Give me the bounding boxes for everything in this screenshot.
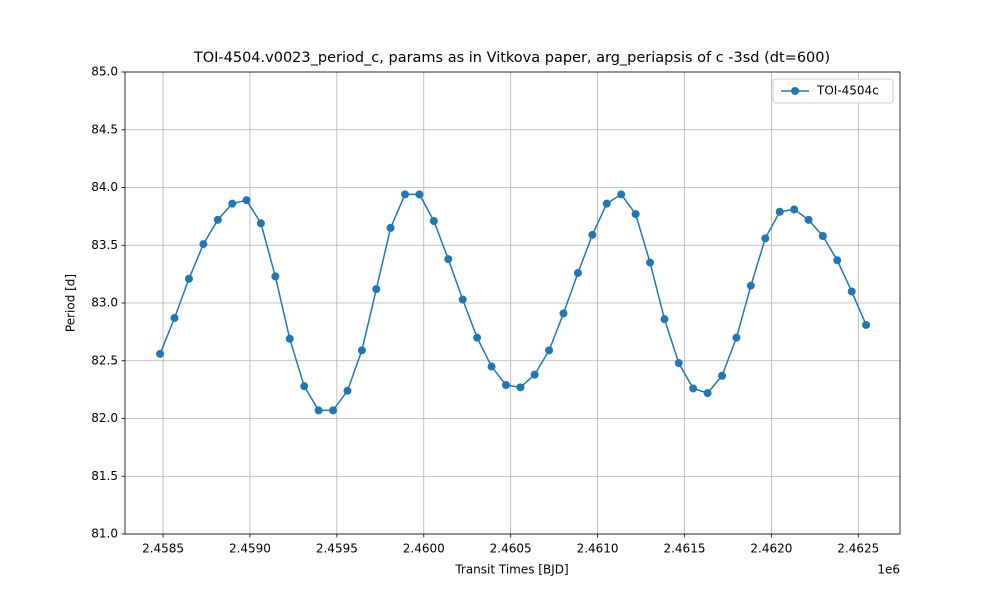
data-point bbox=[761, 234, 770, 243]
x-tick-label: 2.4625 bbox=[837, 542, 879, 556]
data-point bbox=[516, 383, 525, 392]
data-point bbox=[156, 349, 165, 358]
data-point bbox=[746, 281, 755, 290]
data-point bbox=[530, 370, 539, 379]
x-offset-label: 1e6 bbox=[877, 563, 900, 577]
y-tick-label: 82.5 bbox=[91, 353, 118, 367]
x-tick-label: 2.4610 bbox=[577, 542, 619, 556]
data-point bbox=[775, 207, 784, 216]
data-point bbox=[487, 362, 496, 371]
y-tick-label: 84.0 bbox=[91, 180, 118, 194]
data-point bbox=[804, 215, 813, 224]
x-tick-label: 2.4585 bbox=[142, 542, 184, 556]
x-tick-label: 2.4605 bbox=[490, 542, 532, 556]
data-point bbox=[343, 386, 352, 395]
data-point bbox=[703, 389, 712, 398]
data-point bbox=[732, 333, 741, 342]
data-point bbox=[588, 230, 597, 239]
legend-marker bbox=[791, 87, 799, 95]
data-point bbox=[444, 255, 453, 264]
data-point bbox=[300, 382, 309, 391]
data-point bbox=[573, 268, 582, 277]
data-point bbox=[372, 285, 381, 294]
x-tick-label: 2.4600 bbox=[403, 542, 445, 556]
data-point bbox=[242, 196, 251, 205]
data-point bbox=[617, 190, 626, 199]
data-point bbox=[818, 232, 827, 241]
data-point bbox=[646, 258, 655, 267]
x-axis-label: Transit Times [BJD] bbox=[454, 563, 568, 577]
legend-label: TOI-4504c bbox=[816, 84, 879, 98]
data-point bbox=[862, 320, 871, 329]
data-point bbox=[631, 210, 640, 219]
data-point bbox=[718, 371, 727, 380]
data-point bbox=[357, 346, 366, 355]
data-point bbox=[501, 381, 510, 390]
plot-frame bbox=[124, 71, 901, 535]
data-point bbox=[386, 223, 395, 232]
chart-title: TOI-4504.v0023_period_c, params as in Vi… bbox=[193, 50, 830, 66]
data-point bbox=[545, 346, 554, 355]
y-tick-label: 83.0 bbox=[91, 296, 118, 310]
data-point bbox=[689, 384, 698, 393]
x-tick-label: 2.4595 bbox=[316, 542, 358, 556]
data-point bbox=[184, 274, 193, 283]
data-point bbox=[170, 314, 179, 323]
x-tick-label: 2.4620 bbox=[750, 542, 792, 556]
legend-box bbox=[772, 78, 894, 104]
data-point bbox=[833, 256, 842, 265]
data-point bbox=[228, 199, 237, 208]
data-point bbox=[314, 406, 323, 415]
data-point bbox=[473, 333, 482, 342]
data-point bbox=[271, 272, 280, 281]
data-point bbox=[602, 199, 611, 208]
data-point bbox=[847, 287, 856, 296]
series-line bbox=[159, 193, 867, 412]
y-axis-label: Period [d] bbox=[64, 274, 78, 332]
y-tick-label: 81.5 bbox=[91, 469, 118, 483]
data-point bbox=[401, 190, 410, 199]
data-point bbox=[429, 216, 438, 225]
data-point bbox=[790, 205, 799, 214]
data-point bbox=[674, 359, 683, 368]
x-tick-label: 2.4615 bbox=[663, 542, 705, 556]
data-point bbox=[285, 334, 294, 343]
data-point bbox=[199, 240, 208, 249]
y-tick-label: 83.5 bbox=[91, 238, 118, 252]
y-tick-label: 84.5 bbox=[91, 122, 118, 136]
x-tick-label: 2.4590 bbox=[229, 542, 271, 556]
y-tick-label: 82.0 bbox=[91, 411, 118, 425]
data-point bbox=[256, 219, 265, 228]
data-point bbox=[213, 215, 222, 224]
y-tick-label: 85.0 bbox=[91, 65, 118, 79]
data-point bbox=[559, 309, 568, 318]
y-tick-label: 81.0 bbox=[91, 527, 118, 541]
data-point bbox=[458, 295, 467, 304]
data-point bbox=[329, 406, 338, 415]
data-point bbox=[415, 190, 424, 199]
data-point bbox=[660, 315, 669, 324]
